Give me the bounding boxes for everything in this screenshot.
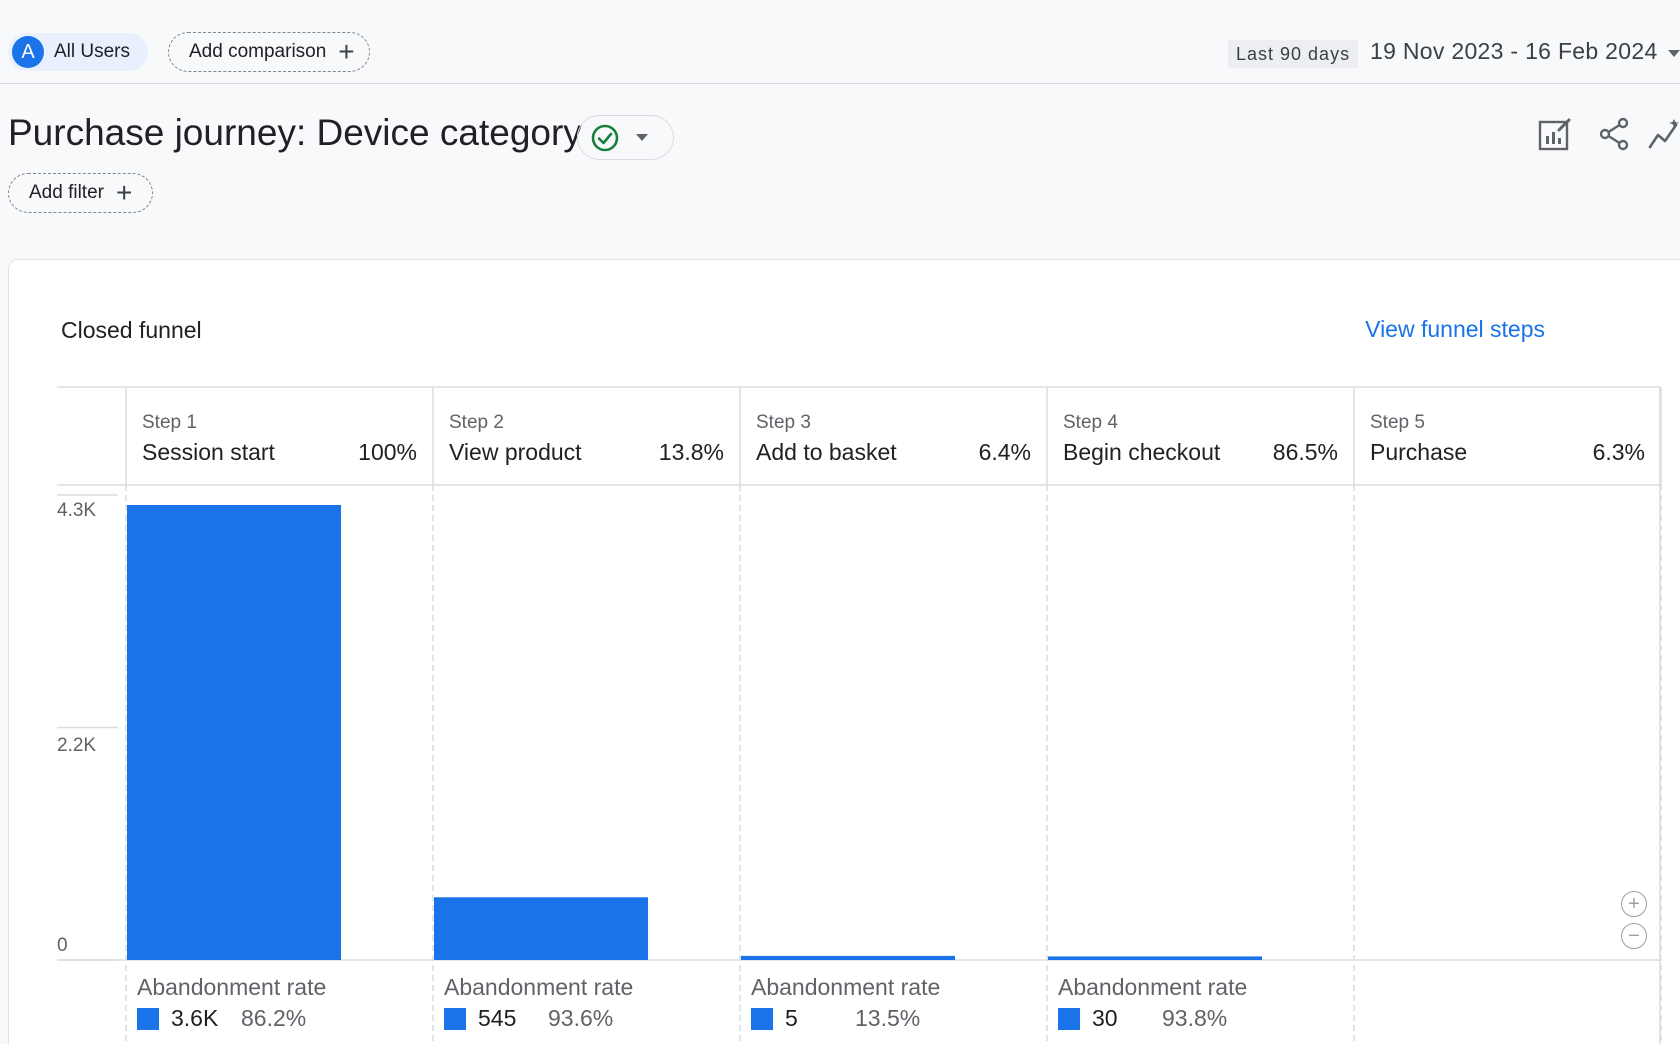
add-comparison-label: Add comparison [189,41,327,62]
status-dropdown[interactable] [577,115,674,160]
abandonment-rate: 93.8% [1162,1005,1228,1031]
step-header-3: Step 3 Add to basket 6.4% [740,387,1047,485]
abandonment-value: 545 93.6% [444,1005,613,1032]
abandonment-label: Abandonment rate [444,974,634,1000]
funnel-bar-4 [1048,956,1262,960]
step-name: Begin checkout [1063,439,1221,465]
customize-report-button[interactable] [1533,112,1577,156]
step-header-2: Step 2 View product 13.8% [433,387,740,485]
segment-avatar: A [12,36,44,68]
y-tick-label: 4.3K [57,500,97,521]
date-range-picker[interactable]: 19 Nov 2023 - 16 Feb 2024 [1370,38,1658,64]
funnel-bar-1 [127,505,341,960]
chevron-down-icon [636,134,648,141]
zoom-in-icon[interactable]: + [1621,891,1647,917]
add-filter-label: Add filter [29,182,104,203]
segment-chip-all-users[interactable]: A All Users [8,33,149,71]
plus-icon: + [115,177,133,208]
add-comparison-button[interactable]: Add comparison + [168,32,370,72]
abandonment-rate: 13.5% [855,1005,921,1031]
funnel-chart [57,386,1662,1044]
y-tick-label: 2.2K [57,734,97,756]
add-filter-button[interactable]: Add filter + [8,173,154,213]
funnel-bar-3 [741,955,955,960]
step-name: Purchase [1370,439,1468,465]
abandonment-value: 5 13.5% [751,1005,920,1032]
plus-icon: + [338,36,355,67]
insights-icon [1648,119,1679,149]
abandonment-count: 30 [1092,1005,1118,1031]
card-title: Closed funnel [61,317,202,343]
edit-chart-icon [1538,118,1571,151]
share-icon [1599,117,1629,151]
step-number: Step 1 [142,412,197,433]
view-funnel-steps-link[interactable]: View funnel steps [1365,316,1545,342]
step-header-1: Step 1 Session start 100% [126,387,433,485]
insights-button[interactable] [1648,112,1680,156]
abandonment-label: Abandonment rate [137,974,327,1000]
abandonment-label: Abandonment rate [751,974,941,1000]
step-completion-rate: 13.8% [658,439,724,465]
step-name: Add to basket [756,439,897,465]
step-completion-rate: 86.5% [1272,439,1338,465]
step-header-5: Step 5 Purchase 6.3% [1354,387,1661,485]
step-name: Session start [142,439,275,465]
abandonment-count: 545 [478,1005,517,1031]
abandonment-value: 3.6K 86.2% [137,1005,306,1032]
share-button[interactable] [1592,112,1636,156]
abandonment-rate: 93.6% [548,1005,614,1031]
legend-swatch [751,1007,773,1030]
step-completion-rate: 6.4% [978,439,1031,465]
abandonment-value: 30 93.8% [1058,1005,1227,1032]
report-toolbar: A All Users Add comparison + Last 90 day… [0,0,1680,84]
segment-label: All Users [54,41,131,62]
step-number: Step 3 [756,412,811,433]
funnel-card: Closed funnel View funnel steps Step 1 Se… [8,259,1680,1044]
date-preset-badge: Last 90 days [1228,40,1359,68]
step-header-4: Step 4 Begin checkout 86.5% [1047,387,1354,485]
page-title: Purchase journey: Device category [8,112,582,153]
zoom-out-icon[interactable]: − [1621,923,1647,949]
y-tick-label: 0 [57,935,68,956]
legend-swatch [137,1007,159,1030]
step-number: Step 5 [1370,412,1425,433]
abandonment-count: 5 [785,1005,798,1031]
legend-swatch [444,1007,466,1030]
chevron-down-icon[interactable] [1668,50,1680,57]
step-completion-rate: 6.3% [1592,439,1645,465]
legend-swatch [1058,1007,1080,1030]
check-circle-icon [591,124,619,151]
funnel-bar-2 [434,897,648,960]
abandonment-count: 3.6K [171,1005,219,1031]
abandonment-rate: 86.2% [241,1005,307,1031]
step-number: Step 2 [449,412,504,433]
step-name: View product [449,439,582,465]
step-completion-rate: 100% [358,439,417,465]
abandonment-label: Abandonment rate [1058,974,1248,1000]
step-number: Step 4 [1063,412,1118,433]
